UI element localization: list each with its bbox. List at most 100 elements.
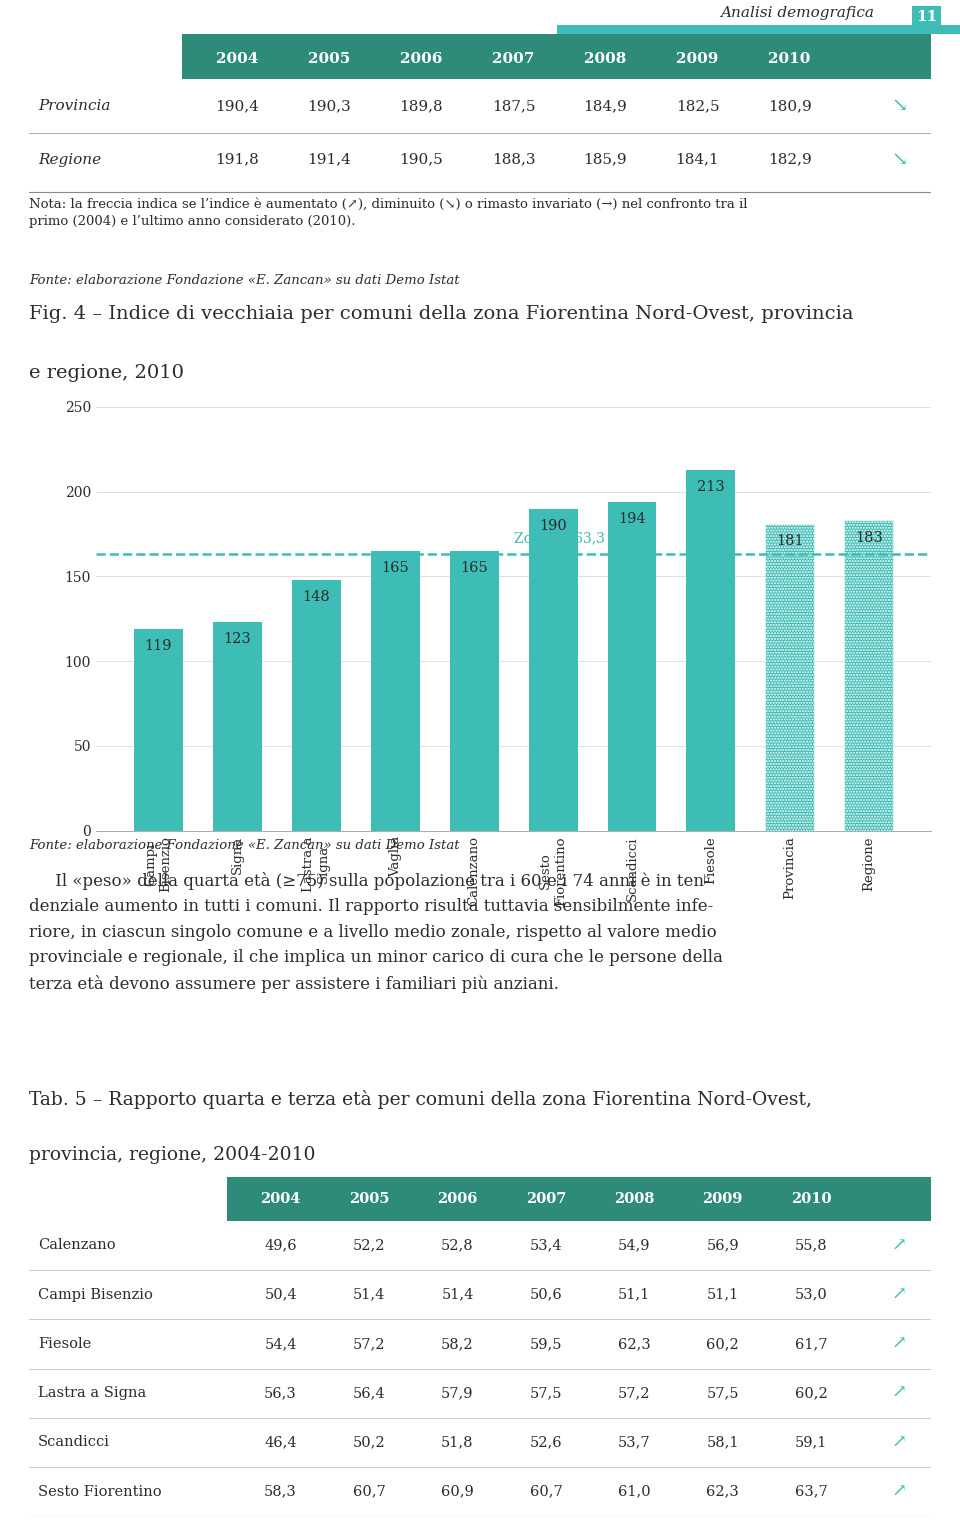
Text: Analisi demografica: Analisi demografica <box>720 6 874 20</box>
Text: ↗: ↗ <box>892 1483 907 1501</box>
Bar <box>449 552 498 831</box>
Text: 53,4: 53,4 <box>530 1239 563 1253</box>
Text: 58,2: 58,2 <box>442 1337 473 1350</box>
Text: Fiesole: Fiesole <box>37 1337 91 1350</box>
Text: Zona =163,3: Zona =163,3 <box>514 532 605 546</box>
Text: 2005: 2005 <box>308 52 350 66</box>
Text: 2010: 2010 <box>791 1192 831 1205</box>
Bar <box>529 509 578 831</box>
Text: 60,2: 60,2 <box>795 1387 828 1401</box>
Text: 119: 119 <box>145 639 172 654</box>
Text: 55,8: 55,8 <box>795 1239 828 1253</box>
Text: 61,7: 61,7 <box>795 1337 828 1350</box>
Text: ↗: ↗ <box>892 1384 907 1402</box>
Text: 57,2: 57,2 <box>618 1387 651 1401</box>
Bar <box>765 524 814 831</box>
Text: 190,3: 190,3 <box>307 99 351 113</box>
Text: 59,5: 59,5 <box>530 1337 563 1350</box>
Bar <box>844 521 893 831</box>
Text: 2010: 2010 <box>768 52 810 66</box>
Text: 52,2: 52,2 <box>352 1239 385 1253</box>
Text: 11: 11 <box>916 9 937 24</box>
Text: ↘: ↘ <box>892 151 908 169</box>
Text: 2007: 2007 <box>526 1192 566 1205</box>
Text: Fonte: elaborazione Fondazione «E. Zancan» su dati Demo Istat: Fonte: elaborazione Fondazione «E. Zanca… <box>29 274 460 287</box>
Bar <box>371 552 420 831</box>
Text: 57,9: 57,9 <box>442 1387 473 1401</box>
Text: 182,5: 182,5 <box>676 99 719 113</box>
Text: 61,0: 61,0 <box>618 1484 651 1498</box>
Text: 56,3: 56,3 <box>264 1387 297 1401</box>
Text: 57,2: 57,2 <box>352 1337 385 1350</box>
Text: 2006: 2006 <box>437 1192 478 1205</box>
Text: 53,0: 53,0 <box>795 1288 828 1301</box>
Text: 189,8: 189,8 <box>399 99 444 113</box>
Text: 187,5: 187,5 <box>492 99 535 113</box>
Text: 213: 213 <box>697 480 725 494</box>
Text: Il «peso» della quarta età (≥75) sulla popolazione tra i 60 e i 74 anni è in ten: Il «peso» della quarta età (≥75) sulla p… <box>29 872 723 994</box>
Text: 190: 190 <box>540 518 567 533</box>
Text: 2004: 2004 <box>216 52 258 66</box>
Text: 59,1: 59,1 <box>795 1436 828 1449</box>
Text: 52,6: 52,6 <box>530 1436 563 1449</box>
Text: 191,8: 191,8 <box>215 152 259 166</box>
Text: 56,4: 56,4 <box>352 1387 385 1401</box>
Text: 60,9: 60,9 <box>441 1484 474 1498</box>
Text: 190,4: 190,4 <box>215 99 259 113</box>
Text: 2005: 2005 <box>348 1192 389 1205</box>
Text: Campi Bisenzio: Campi Bisenzio <box>37 1288 153 1301</box>
Text: Lastra a Signa: Lastra a Signa <box>37 1387 146 1401</box>
Text: 2008: 2008 <box>614 1192 655 1205</box>
Text: ↘: ↘ <box>892 98 908 116</box>
Text: 2008: 2008 <box>585 52 627 66</box>
Text: 58,3: 58,3 <box>264 1484 297 1498</box>
Text: 2009: 2009 <box>703 1192 743 1205</box>
Text: 51,8: 51,8 <box>442 1436 473 1449</box>
Text: 49,6: 49,6 <box>264 1239 297 1253</box>
Text: Fonte: elaborazione Fondazione «E. Zancan» su dati Demo Istat: Fonte: elaborazione Fondazione «E. Zanca… <box>29 838 460 852</box>
Text: 190,5: 190,5 <box>399 152 444 166</box>
Text: 57,5: 57,5 <box>530 1387 563 1401</box>
Text: 184,9: 184,9 <box>584 99 627 113</box>
Text: 2006: 2006 <box>400 52 443 66</box>
Text: ↗: ↗ <box>892 1236 907 1254</box>
Text: 54,9: 54,9 <box>618 1239 651 1253</box>
Text: ↗: ↗ <box>892 1434 907 1451</box>
Text: 181: 181 <box>776 533 804 549</box>
Text: 165: 165 <box>460 561 488 575</box>
Text: 51,4: 51,4 <box>353 1288 385 1301</box>
Text: 46,4: 46,4 <box>264 1436 297 1449</box>
Text: 184,1: 184,1 <box>676 152 719 166</box>
Text: 123: 123 <box>224 632 252 646</box>
Text: 57,5: 57,5 <box>707 1387 739 1401</box>
Text: ↗: ↗ <box>892 1286 907 1303</box>
Text: 50,6: 50,6 <box>530 1288 563 1301</box>
Text: Sesto Fiorentino: Sesto Fiorentino <box>37 1484 161 1498</box>
Text: 63,7: 63,7 <box>795 1484 828 1498</box>
Text: 51,1: 51,1 <box>618 1288 651 1301</box>
Text: 50,2: 50,2 <box>352 1436 385 1449</box>
Text: 60,7: 60,7 <box>530 1484 563 1498</box>
Text: 191,4: 191,4 <box>307 152 351 166</box>
Bar <box>134 629 183 831</box>
Text: Regione: Regione <box>37 152 101 166</box>
Text: 54,4: 54,4 <box>264 1337 297 1350</box>
Bar <box>557 24 960 34</box>
Text: Calenzano: Calenzano <box>37 1239 115 1253</box>
Text: 185,9: 185,9 <box>584 152 627 166</box>
Bar <box>213 622 262 831</box>
Bar <box>292 579 341 831</box>
Text: 62,3: 62,3 <box>707 1484 739 1498</box>
Text: 53,7: 53,7 <box>618 1436 651 1449</box>
Text: Provincia: Provincia <box>37 99 110 113</box>
Bar <box>686 469 735 831</box>
Text: e regione, 2010: e regione, 2010 <box>29 364 183 383</box>
Text: ↗: ↗ <box>892 1335 907 1353</box>
Bar <box>228 1177 931 1221</box>
Text: 51,4: 51,4 <box>442 1288 473 1301</box>
Text: 148: 148 <box>302 590 330 604</box>
Text: Scandicci: Scandicci <box>37 1436 109 1449</box>
Text: 194: 194 <box>618 512 646 526</box>
Text: 183: 183 <box>854 530 882 544</box>
Text: provincia, regione, 2004-2010: provincia, regione, 2004-2010 <box>29 1146 315 1164</box>
